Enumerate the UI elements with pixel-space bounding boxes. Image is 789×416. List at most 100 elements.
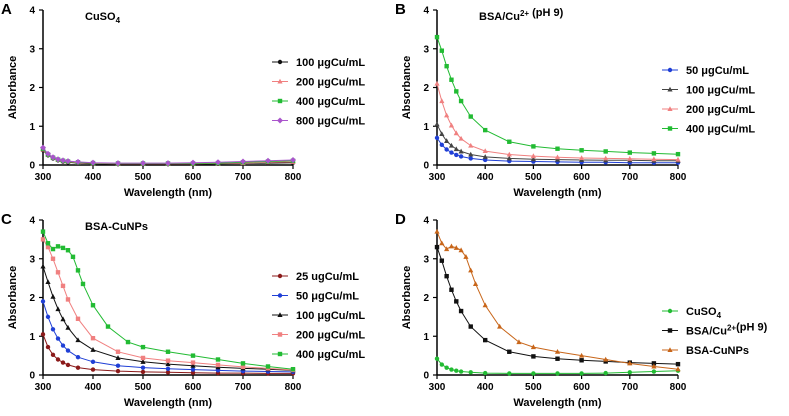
- series-5: [40, 229, 296, 372]
- legend-entry: 800 μgCu/mL: [272, 116, 365, 128]
- data-point: [55, 270, 61, 275]
- data-point: [50, 154, 56, 161]
- series-line: [436, 83, 679, 161]
- y-tick-label: 2: [29, 83, 35, 94]
- legend-entry: CuSO4: [662, 306, 722, 320]
- data-point: [40, 144, 46, 151]
- data-point: [468, 151, 474, 157]
- data-point: [579, 155, 585, 161]
- data-point: [50, 352, 56, 358]
- legend-entry: BSA-CuNPs: [662, 345, 749, 357]
- data-point: [90, 367, 96, 372]
- data-point: [55, 357, 61, 362]
- panel-letter: D: [395, 211, 406, 228]
- data-point: [115, 355, 121, 360]
- data-point: [165, 370, 171, 375]
- data-point: [434, 135, 440, 141]
- series-line: [42, 147, 294, 164]
- legend-entry: 100 μgCu/mL: [272, 310, 365, 322]
- x-tick-label: 600: [185, 382, 202, 393]
- data-point: [60, 360, 66, 365]
- data-point: [651, 363, 657, 369]
- data-point: [40, 332, 46, 337]
- legend-label: 400 μgCu/mL: [296, 349, 365, 361]
- panel-title: BSA-CuNPs: [85, 221, 148, 233]
- data-point: [40, 237, 46, 242]
- data-point: [507, 371, 512, 376]
- x-tick-label: 700: [621, 382, 638, 393]
- data-point: [449, 287, 454, 292]
- data-point: [675, 156, 681, 162]
- data-point: [468, 267, 474, 273]
- data-point: [506, 151, 512, 157]
- legend-entry: 100 μgCu/mL: [272, 57, 365, 69]
- data-point: [458, 154, 464, 159]
- data-point: [45, 150, 51, 157]
- data-point: [444, 112, 450, 118]
- data-point: [50, 256, 56, 261]
- data-point: [603, 149, 608, 154]
- data-point: [190, 367, 196, 372]
- panel-a: A 0 1 2 3 4 300 400 500 600 700 800 Wavelength (nm) A…: [1, 1, 365, 199]
- legend-label: BSA/Cu2+(pH 9): [686, 322, 768, 338]
- data-point: [140, 160, 146, 167]
- legend-label: 100 μgCu/mL: [686, 85, 755, 97]
- legend-marker: [277, 98, 283, 104]
- data-point: [579, 148, 584, 153]
- data-point: [40, 229, 46, 234]
- data-point: [516, 339, 522, 345]
- data-point: [449, 367, 454, 372]
- legend-marker: [277, 273, 283, 279]
- data-point: [60, 157, 66, 164]
- data-point: [530, 153, 536, 159]
- x-tick-label: 500: [525, 382, 542, 393]
- data-point: [190, 360, 196, 365]
- data-point: [627, 360, 633, 366]
- data-point: [531, 144, 536, 149]
- data-point: [555, 356, 560, 361]
- legend-marker: [667, 126, 673, 131]
- data-point: [75, 365, 81, 370]
- panel-title: CuSO4: [85, 11, 121, 25]
- data-point: [115, 349, 121, 354]
- data-point: [458, 98, 464, 104]
- data-point: [472, 281, 479, 286]
- y-axis-label: Absorbance: [401, 266, 413, 330]
- data-point: [463, 254, 469, 259]
- panel-letter: A: [1, 1, 12, 18]
- panel-b: B 0 1 2 3 4 300 400 500 600 700 800 Wavelength (nm) A…: [395, 1, 755, 199]
- data-point: [434, 80, 440, 86]
- data-point: [579, 358, 584, 363]
- data-point: [290, 156, 296, 163]
- data-point: [125, 339, 131, 345]
- data-point: [290, 366, 296, 372]
- data-point: [675, 151, 681, 157]
- data-point: [165, 366, 171, 371]
- data-point: [265, 364, 271, 369]
- legend-marker: [667, 106, 673, 111]
- data-point: [497, 323, 503, 329]
- panel-title: BSA/Cu2+ (pH 9): [479, 7, 564, 23]
- data-point: [50, 327, 56, 332]
- data-point: [45, 344, 51, 350]
- y-tick-label: 1: [423, 332, 429, 343]
- data-point: [240, 361, 246, 366]
- data-point: [651, 156, 657, 162]
- legend-label: 25 ugCu/mL: [296, 271, 359, 283]
- data-point: [555, 146, 560, 151]
- data-point: [444, 365, 449, 370]
- data-point: [60, 283, 66, 289]
- data-point: [215, 357, 221, 362]
- data-point: [40, 263, 46, 269]
- data-point: [468, 114, 473, 119]
- y-tick-label: 4: [423, 216, 429, 227]
- data-point: [454, 299, 459, 304]
- data-point: [439, 142, 445, 148]
- data-point: [65, 348, 71, 353]
- data-point: [190, 353, 196, 358]
- data-point: [90, 359, 96, 365]
- data-point: [434, 34, 440, 40]
- series-line: [42, 266, 294, 371]
- series-4: [434, 34, 681, 157]
- data-point: [458, 135, 464, 141]
